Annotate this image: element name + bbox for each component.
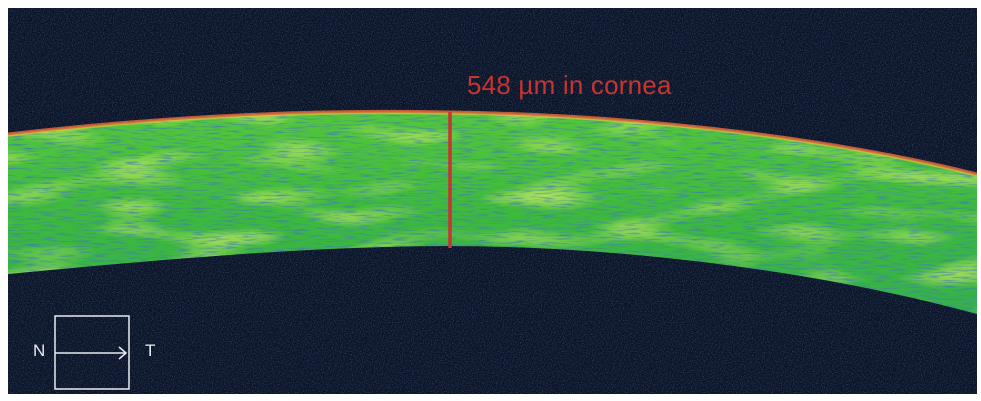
oct-scan-image [8,8,977,394]
oct-scan-frame: 548 µm in cornea N T [8,8,977,394]
orientation-nasal-label: N [33,341,46,360]
orientation-temporal-label: T [145,341,156,360]
thickness-measurement-label: 548 µm in cornea [467,70,672,100]
orientation-compass-icon [54,315,130,390]
